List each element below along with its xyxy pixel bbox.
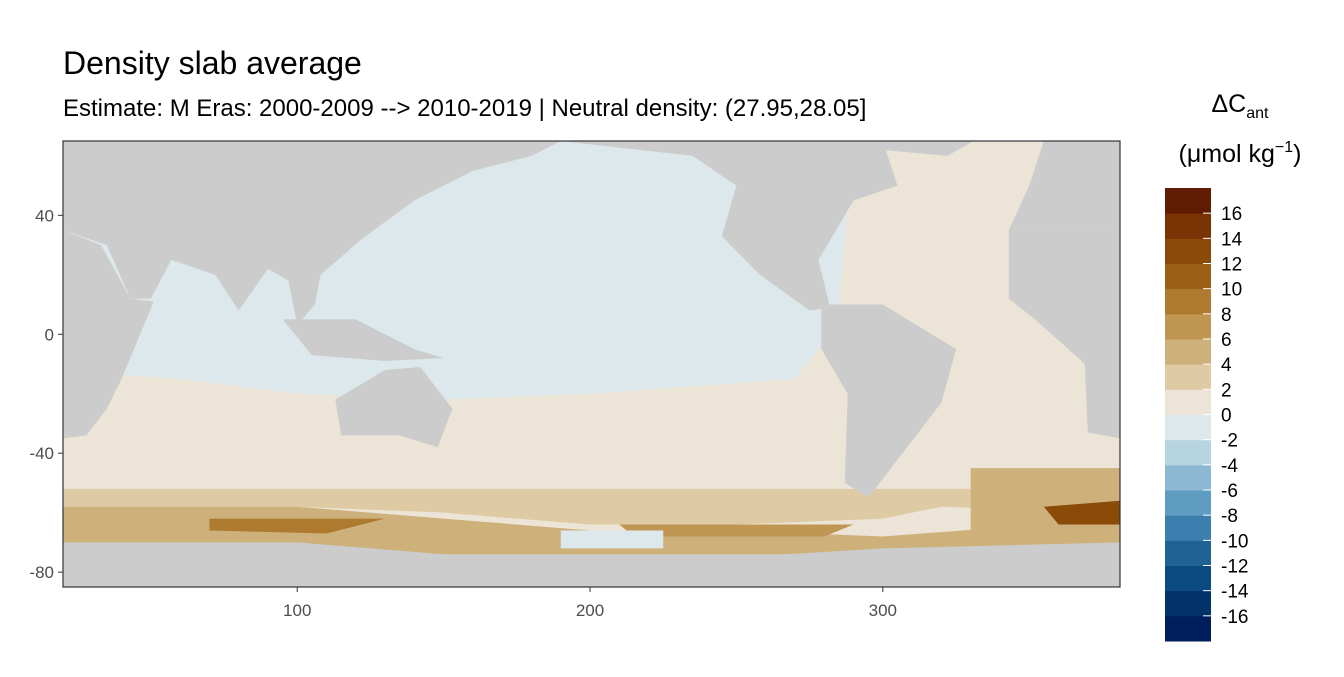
x-tick-label: 300	[869, 601, 897, 620]
ocean-ross	[560, 530, 664, 549]
legend-swatch	[1165, 540, 1211, 566]
legend-tick-label: -10	[1221, 531, 1248, 552]
legend-swatch	[1165, 213, 1211, 239]
legend-tick-label: 0	[1221, 406, 1232, 427]
legend-swatch	[1165, 565, 1211, 592]
land-africa-east	[1008, 230, 1120, 439]
chart-title: Density slab average	[63, 45, 362, 81]
legend-swatch	[1165, 313, 1211, 340]
legend-swatch	[1165, 288, 1211, 315]
legend-tick-label: 14	[1221, 229, 1243, 250]
legend-swatch	[1165, 263, 1211, 290]
map-layer	[63, 141, 1120, 587]
land-south-america	[821, 304, 957, 498]
legend-title-sub: ant	[1246, 105, 1269, 122]
legend-tick-label: 4	[1221, 355, 1232, 376]
legend-tick-label: -8	[1221, 506, 1238, 527]
y-tick-label: 0	[45, 325, 54, 344]
legend-swatch	[1165, 389, 1211, 415]
land-greenland	[882, 141, 1000, 156]
x-tick-label: 100	[283, 601, 311, 620]
legend-tick-label: -4	[1221, 456, 1238, 477]
legend-units-sup: −1	[1275, 139, 1293, 156]
legend-tick-label: -14	[1221, 582, 1249, 603]
legend-tick-label: -2	[1221, 431, 1238, 452]
land-europe	[1008, 141, 1120, 231]
legend-units-main: (μmol kg	[1179, 140, 1275, 168]
ocean-south-band	[63, 488, 1120, 525]
legend-swatch	[1165, 615, 1211, 642]
y-tick-label: -40	[29, 444, 54, 463]
x-tick-label: 200	[576, 601, 604, 620]
land-australia	[335, 366, 453, 448]
legend-units-end: )	[1293, 140, 1301, 168]
legend-tick-label: 12	[1221, 255, 1242, 276]
ocean-south-patch	[619, 524, 854, 537]
legend-tick-label: 16	[1221, 204, 1242, 225]
ocean-south-patch	[209, 518, 386, 534]
legend-tick-label: -6	[1221, 481, 1238, 502]
chart-subtitle: Estimate: M Eras: 2000-2009 --> 2010-201…	[63, 95, 866, 122]
legend-swatch	[1165, 515, 1211, 541]
legend-swatch	[1165, 490, 1211, 516]
legend-swatch	[1165, 439, 1211, 466]
legend-swatch	[1165, 339, 1211, 365]
legend-swatch	[1165, 188, 1211, 214]
legend-tick-label: 8	[1221, 305, 1232, 326]
y-tick-label: 40	[35, 206, 54, 225]
ocean-atlantic-patch	[1043, 500, 1120, 525]
legend-swatch	[1165, 364, 1211, 390]
legend-swatch	[1165, 590, 1211, 617]
legend-tick-label: 6	[1221, 330, 1232, 351]
legend-units: (μmol kg−1)	[1179, 139, 1302, 168]
land-antarctica-base	[63, 554, 1120, 587]
land-maritime	[282, 319, 444, 362]
panel-border	[62, 140, 1121, 588]
land-africa	[63, 230, 154, 439]
legend-swatch	[1165, 414, 1211, 441]
legend-tick-label: -16	[1221, 607, 1248, 628]
y-tick-label: -80	[29, 563, 54, 582]
land-north-america	[560, 141, 898, 311]
legend-swatch	[1165, 464, 1211, 491]
legend-tick-label: 10	[1221, 280, 1242, 301]
legend-tick-label: -12	[1221, 557, 1248, 578]
legend-title-main: ΔC	[1211, 90, 1246, 118]
legend-title: ΔCant	[1211, 90, 1269, 122]
legend-swatch	[1165, 238, 1211, 264]
legend-tick-label: 2	[1221, 380, 1232, 401]
land-eurasia	[63, 141, 561, 326]
